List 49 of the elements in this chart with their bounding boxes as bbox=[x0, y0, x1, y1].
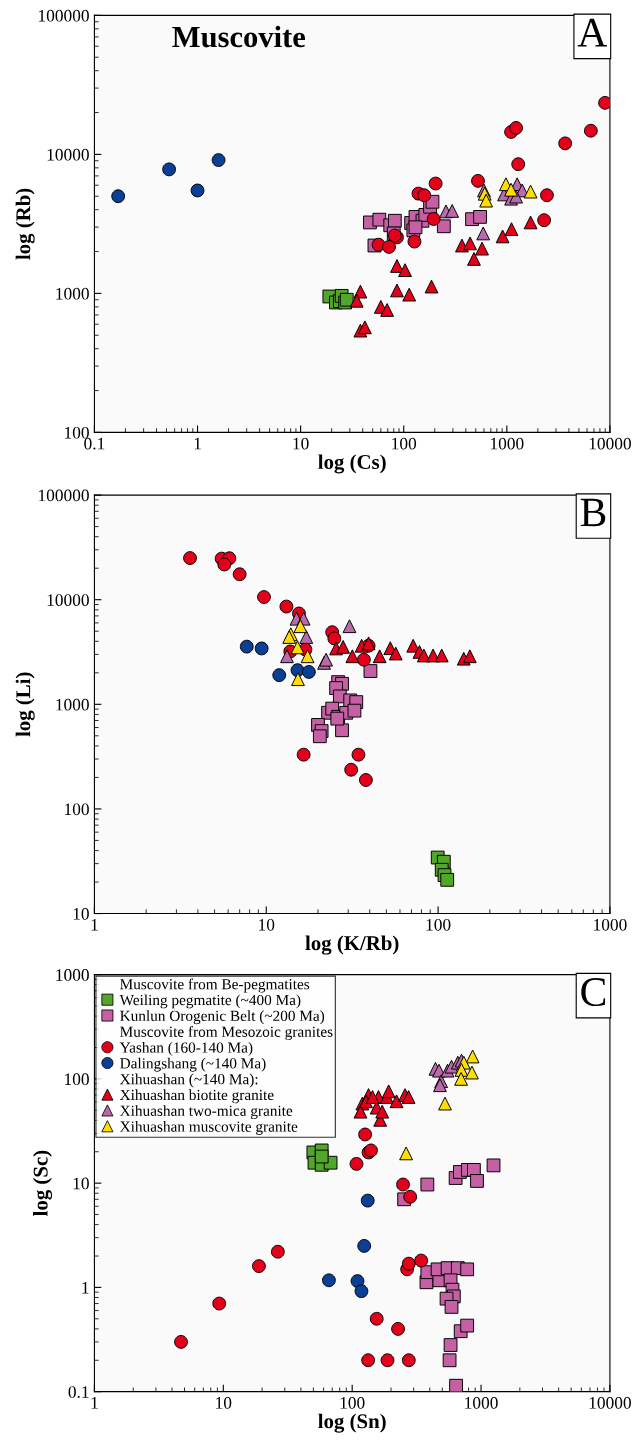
y-tick-label: 10 bbox=[73, 1177, 89, 1190]
x-tick-label: 1000 bbox=[594, 918, 627, 931]
x-tick-label: 1 bbox=[91, 1397, 98, 1409]
y-axis-title: log (Li) bbox=[15, 672, 35, 737]
y-tick-label: 100000 bbox=[39, 9, 89, 22]
x-tick-label: 10000 bbox=[589, 1397, 631, 1409]
y-tick-label: 10 bbox=[73, 908, 89, 920]
x-tick-label: 10 bbox=[293, 437, 309, 450]
y-tick-label: 1000 bbox=[56, 698, 89, 711]
y-tick-label: 10000 bbox=[47, 148, 89, 161]
x-tick-label: 1000 bbox=[490, 437, 524, 450]
y-axis-title: log (Rb) bbox=[15, 188, 35, 260]
x-tick-label: 10 bbox=[259, 918, 275, 931]
y-tick-label: 0.1 bbox=[68, 1386, 89, 1398]
y-axis-title: log (Sc) bbox=[33, 1150, 53, 1217]
legend-label: Xihuashan two-mica granite bbox=[119, 1105, 293, 1120]
y-tick-label: 100 bbox=[65, 803, 89, 816]
x-tick-label: 1000 bbox=[465, 1397, 498, 1409]
legend-label: Kunlun Orogenic Belt (~200 Ma) bbox=[120, 1010, 325, 1025]
x-tick-label: 100 bbox=[340, 1397, 365, 1409]
legend-label: Yashan (160-140 Ma) bbox=[119, 1041, 253, 1056]
annotation: B bbox=[580, 498, 606, 527]
x-tick-label: 100 bbox=[426, 918, 451, 931]
annotation: Xihuashan (~140 Ma): bbox=[119, 1073, 258, 1088]
x-axis-title: log (Sn) bbox=[318, 1413, 386, 1433]
y-tick-label: 100000 bbox=[39, 489, 89, 502]
chart-title: Muscovite bbox=[172, 25, 306, 48]
x-axis-title: log (K/Rb) bbox=[305, 935, 399, 955]
annotation: Muscovite from Be-pegmatites bbox=[120, 978, 310, 993]
y-tick-label: 1 bbox=[82, 1281, 89, 1294]
y-tick-label: 1000 bbox=[56, 969, 89, 981]
x-tick-label: 1 bbox=[194, 437, 201, 450]
y-tick-label: 100 bbox=[65, 426, 89, 439]
y-tick-label: 1000 bbox=[56, 287, 89, 300]
legend-label: Xihuashan biotite granite bbox=[119, 1089, 274, 1104]
x-tick-label: 10000 bbox=[589, 437, 631, 450]
legend-label: Dalingshang (~140 Ma) bbox=[120, 1057, 266, 1072]
x-tick-label: 0.1 bbox=[84, 437, 105, 450]
y-tick-label: 10000 bbox=[47, 594, 89, 606]
x-axis-title: log (Cs) bbox=[318, 454, 386, 474]
x-tick-label: 10 bbox=[216, 1397, 232, 1409]
annotation: Muscovite from Mesozoic granites bbox=[120, 1025, 333, 1041]
annotation: A bbox=[577, 18, 608, 47]
legend-label: Xihuashan muscovite granite bbox=[119, 1121, 298, 1135]
annotation: C bbox=[581, 978, 606, 1007]
legend-label: Weiling pegmatite (~400 Ma) bbox=[119, 994, 301, 1009]
x-tick-label: 1 bbox=[91, 919, 98, 931]
y-tick-label: 100 bbox=[65, 1073, 89, 1086]
x-tick-label: 100 bbox=[392, 437, 417, 450]
